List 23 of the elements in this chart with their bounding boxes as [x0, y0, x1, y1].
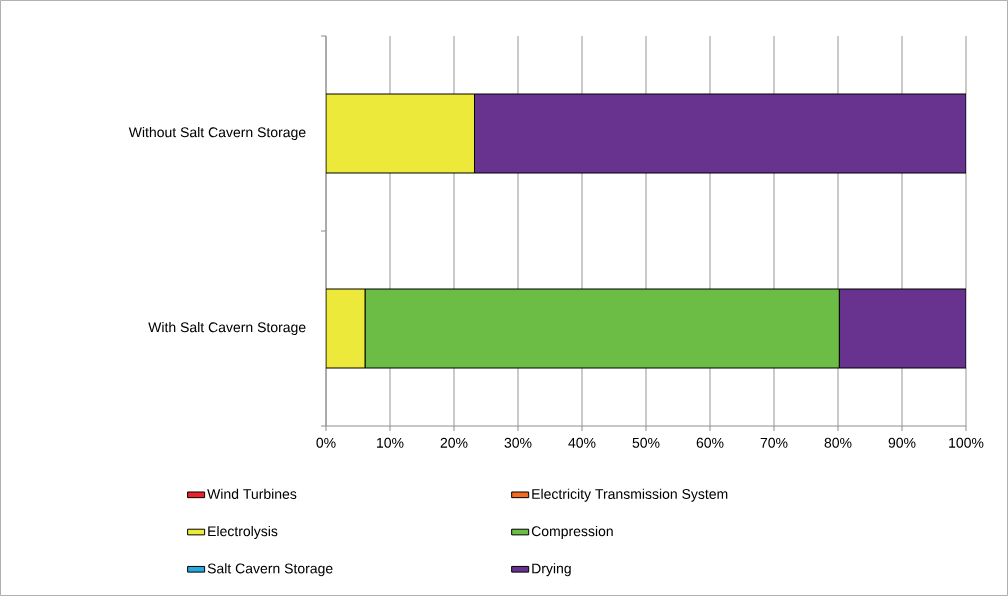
y-tick-label: Without Salt Cavern Storage: [128, 126, 306, 141]
bar: [838, 288, 967, 369]
x-tick-label: 60%: [696, 437, 724, 448]
y-tick-label: With Salt Cavern Storage: [148, 321, 306, 336]
legend-label: Salt Cavern Storage: [207, 563, 333, 577]
x-tick-label: 90%: [888, 437, 916, 448]
legend-label: Wind Turbines: [207, 488, 297, 499]
x-tick-label: 10%: [377, 437, 404, 448]
legend-label: Compression: [531, 525, 613, 539]
x-tick-label: 70%: [760, 437, 788, 448]
legend-label: Electrolysis: [208, 525, 278, 539]
x-tick-label: 20%: [440, 437, 468, 448]
x-tick-label: 50%: [632, 437, 660, 448]
x-tick-label: 0%: [316, 437, 336, 448]
legend-label: Drying: [532, 563, 571, 577]
x-tick-label: 40%: [568, 437, 596, 448]
bar: [326, 93, 475, 174]
x-tick-label: 100%: [949, 437, 984, 448]
bar: [326, 288, 366, 369]
legend-label: Electricity Transmission System: [532, 488, 728, 502]
x-tick-label: 30%: [504, 437, 532, 448]
x-tick-label: 80%: [824, 437, 852, 448]
bar: [473, 93, 967, 174]
